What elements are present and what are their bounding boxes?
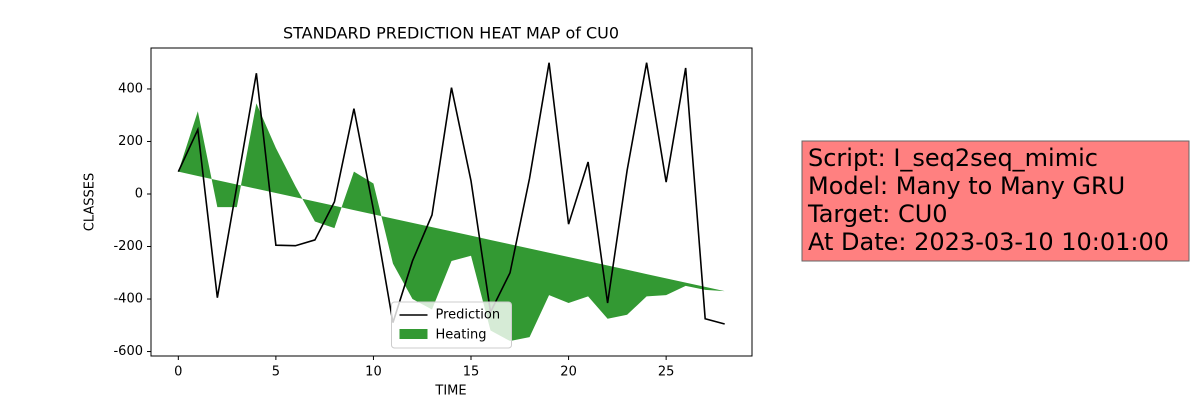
legend-label: Heating — [436, 328, 487, 343]
x-tick-label: 10 — [365, 365, 382, 380]
heating-area — [178, 103, 725, 342]
y-tick-label: -600 — [113, 344, 143, 359]
annotation-line: At Date: 2023-03-10 10:01:00 — [808, 228, 1169, 256]
y-tick-label: 400 — [118, 81, 143, 96]
legend-label: Prediction — [436, 308, 501, 323]
chart-title: STANDARD PREDICTION HEAT MAP of CU0 — [283, 24, 619, 43]
y-axis-label: CLASSES — [83, 173, 98, 231]
annotation-box — [801, 140, 1190, 262]
y-tick-label: 200 — [118, 134, 143, 149]
y-tick-label: -400 — [113, 292, 143, 307]
annotation-line: Script: I_seq2seq_mimic — [808, 144, 1098, 172]
annotation-line: Model: Many to Many GRU — [808, 172, 1125, 200]
x-axis-label: TIME — [434, 384, 466, 399]
x-tick-label: 25 — [658, 365, 675, 380]
y-tick-label: 0 — [135, 186, 143, 201]
x-tick-label: 0 — [174, 365, 182, 380]
x-tick-label: 5 — [272, 365, 280, 380]
x-tick-label: 20 — [560, 365, 577, 380]
legend-swatch — [399, 329, 428, 339]
y-tick-label: -200 — [113, 239, 143, 254]
x-tick-label: 15 — [463, 365, 480, 380]
prediction-line — [177, 62, 725, 325]
annotation-line: Target: CU0 — [807, 200, 948, 228]
plot-frame — [150, 47, 753, 357]
